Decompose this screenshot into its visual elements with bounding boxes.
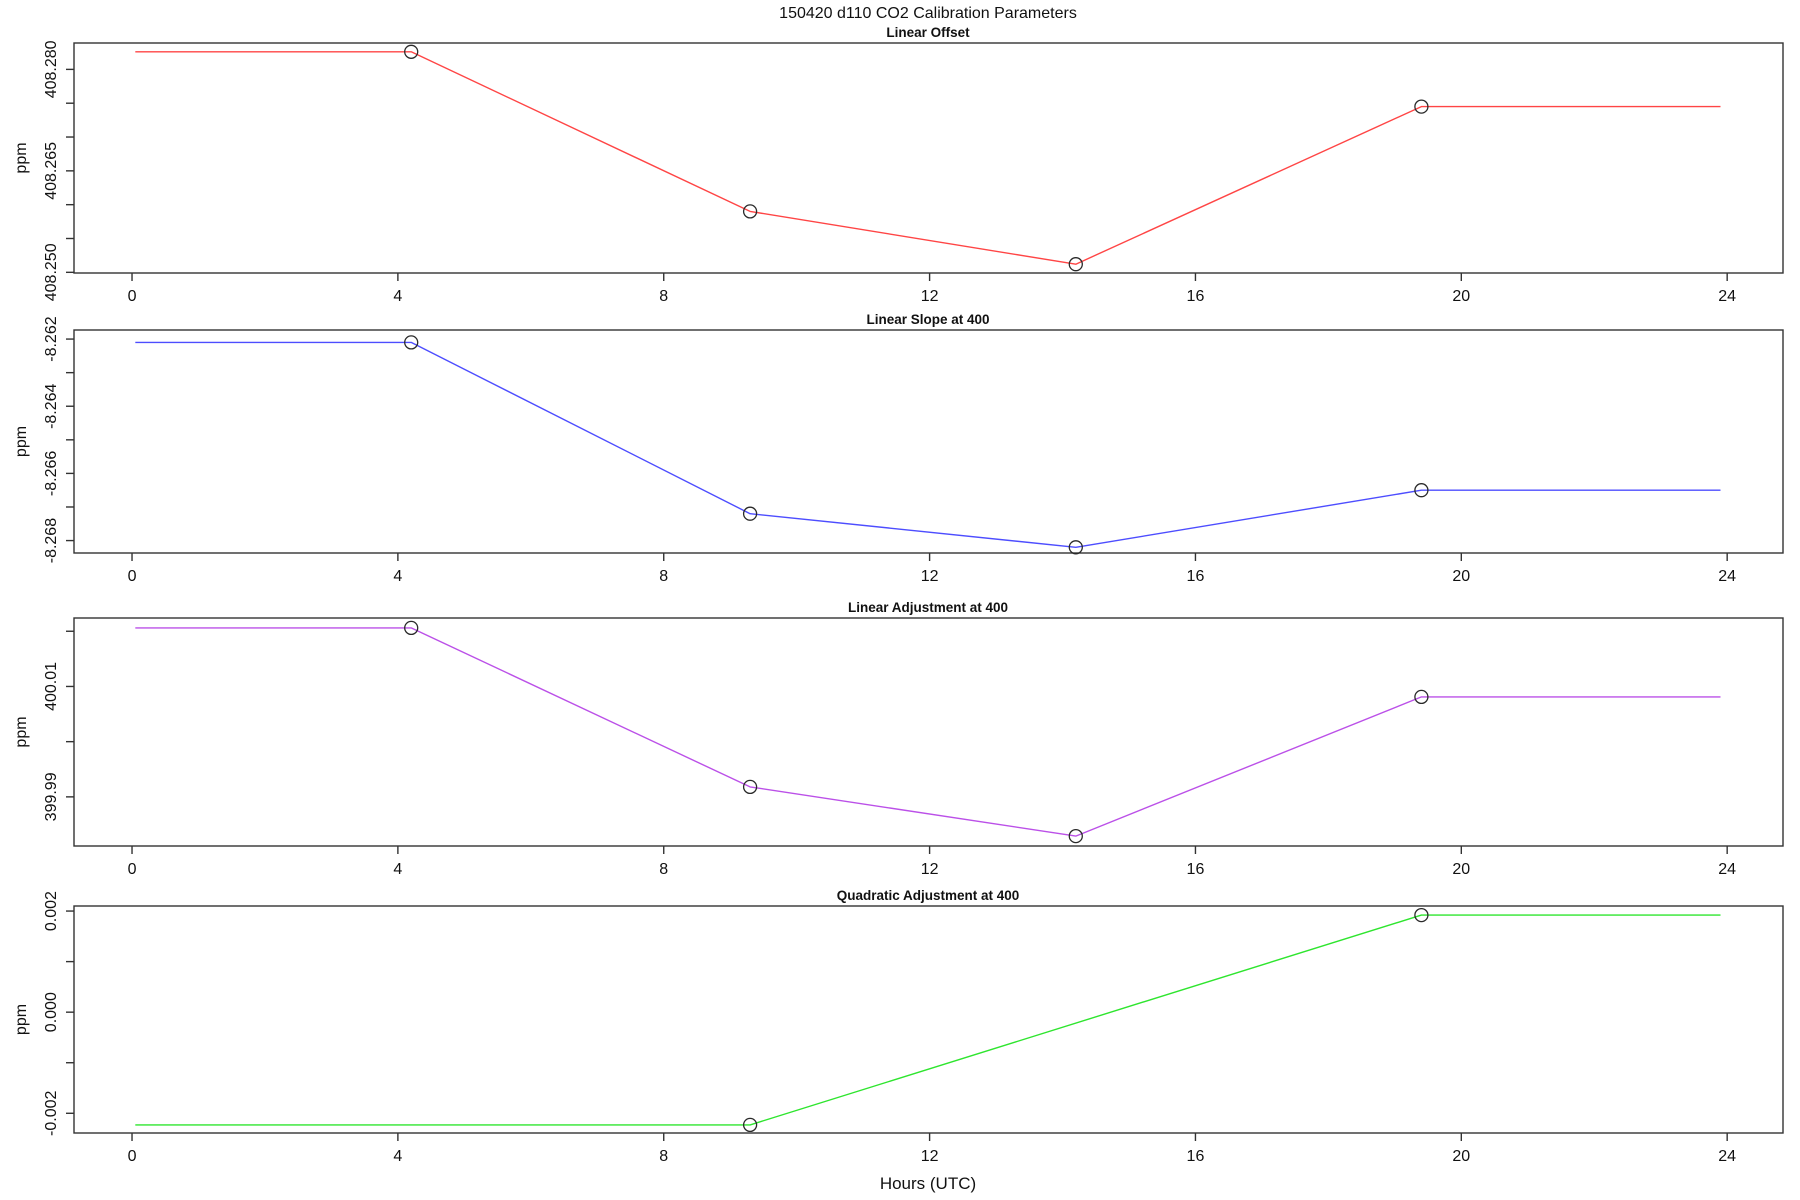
- x-tick-label: 0: [128, 861, 137, 878]
- x-tick-label: 16: [1187, 568, 1205, 585]
- x-tick-label: 12: [921, 1148, 939, 1165]
- y-tick-label: 0.000: [43, 992, 60, 1032]
- data-point: [1068, 257, 1083, 272]
- x-tick-label: 12: [921, 568, 939, 585]
- panel-quadratic-adjustment-at-400: Quadratic Adjustment at 400 -0.002 0.000 0.…: [13, 888, 1784, 1165]
- data-line: [135, 341, 1721, 548]
- plot-frame: [73, 329, 1784, 554]
- y-tick-label: -8.264: [43, 383, 60, 428]
- x-tick-label: 24: [1718, 1148, 1736, 1165]
- x-tick-label: 0: [128, 1148, 137, 1165]
- x-tick-label: 20: [1452, 1148, 1470, 1165]
- panel-linear-adjustment-at-400: Linear Adjustment at 400 399.99 400.01 ppm 0…: [13, 600, 1784, 878]
- data-point: [404, 620, 419, 636]
- data-line: [135, 51, 1721, 265]
- x-tick-label: 8: [659, 568, 668, 585]
- x-tick-label: 20: [1452, 568, 1470, 585]
- y-axis-label: ppm: [13, 426, 30, 457]
- plot-frame: [73, 617, 1784, 847]
- x-tick-label: 4: [393, 1148, 402, 1165]
- x-tick-label: 12: [921, 288, 939, 305]
- x-tick-label: 0: [128, 568, 137, 585]
- panel-linear-offset: Linear Offset 408.250 408.265 408.280 ppm 0 4 8…: [13, 25, 1784, 305]
- panel-title: Quadratic Adjustment at 400: [837, 888, 1020, 903]
- x-tick-label: 24: [1718, 568, 1736, 585]
- plot-frame: [73, 42, 1784, 274]
- data-point: [404, 44, 419, 59]
- y-tick-label: 408.250: [43, 243, 60, 301]
- x-tick-label: 8: [659, 861, 668, 878]
- panel-title: Linear Slope at 400: [866, 312, 989, 327]
- x-tick-label: 20: [1452, 288, 1470, 305]
- x-tick-label: 24: [1718, 288, 1736, 305]
- data-point: [742, 1117, 758, 1133]
- panels-container: Linear Offset 408.250 408.265 408.280 ppm 0 4 8…: [13, 25, 1784, 1165]
- data-point: [742, 779, 758, 795]
- y-axis-label: ppm: [13, 142, 30, 173]
- data-point: [742, 506, 758, 521]
- panel-title: Linear Adjustment at 400: [848, 600, 1008, 615]
- x-tick-label: 4: [393, 861, 402, 878]
- x-tick-label: 8: [659, 1148, 668, 1165]
- y-tick-label: 399.99: [43, 772, 60, 821]
- panel-linear-slope-at-400: Linear Slope at 400 -8.268 -8.266 -8.264 -8.…: [13, 312, 1784, 585]
- main-title: 150420 d110 CO2 Calibration Parameters: [779, 5, 1077, 22]
- data-point: [1068, 828, 1083, 844]
- data-point: [1414, 483, 1429, 498]
- y-tick-label: -8.266: [43, 451, 60, 496]
- plot-frame: [73, 905, 1784, 1134]
- x-tick-label: 0: [128, 288, 137, 305]
- x-tick-label: 12: [921, 861, 939, 878]
- x-tick-label: 4: [393, 288, 402, 305]
- x-tick-label: 24: [1718, 861, 1736, 878]
- data-point: [1414, 689, 1429, 705]
- data-point: [742, 204, 758, 219]
- data-line: [135, 914, 1721, 1126]
- panel-title: Linear Offset: [886, 25, 970, 40]
- y-tick-label: 0.002: [43, 891, 60, 931]
- y-tick-label: 408.280: [43, 40, 60, 98]
- y-tick-label: -0.002: [43, 1091, 60, 1136]
- x-tick-label: 16: [1187, 288, 1205, 305]
- y-tick-label: -8.262: [43, 316, 60, 361]
- x-tick-label: 20: [1452, 861, 1470, 878]
- x-axis-label: Hours (UTC): [880, 1174, 976, 1193]
- data-point: [1414, 99, 1429, 114]
- y-tick-label: 408.265: [43, 142, 60, 200]
- y-axis-label: ppm: [13, 716, 30, 747]
- x-tick-label: 16: [1187, 861, 1205, 878]
- y-axis-label: ppm: [13, 1004, 30, 1035]
- data-point: [1068, 540, 1083, 555]
- data-point: [404, 335, 419, 350]
- data-line: [135, 627, 1721, 837]
- x-tick-label: 4: [393, 568, 402, 585]
- x-tick-label: 8: [659, 288, 668, 305]
- data-point: [1414, 907, 1429, 923]
- y-tick-label: -8.268: [43, 518, 60, 563]
- y-tick-label: 400.01: [43, 662, 60, 711]
- x-tick-label: 16: [1187, 1148, 1205, 1165]
